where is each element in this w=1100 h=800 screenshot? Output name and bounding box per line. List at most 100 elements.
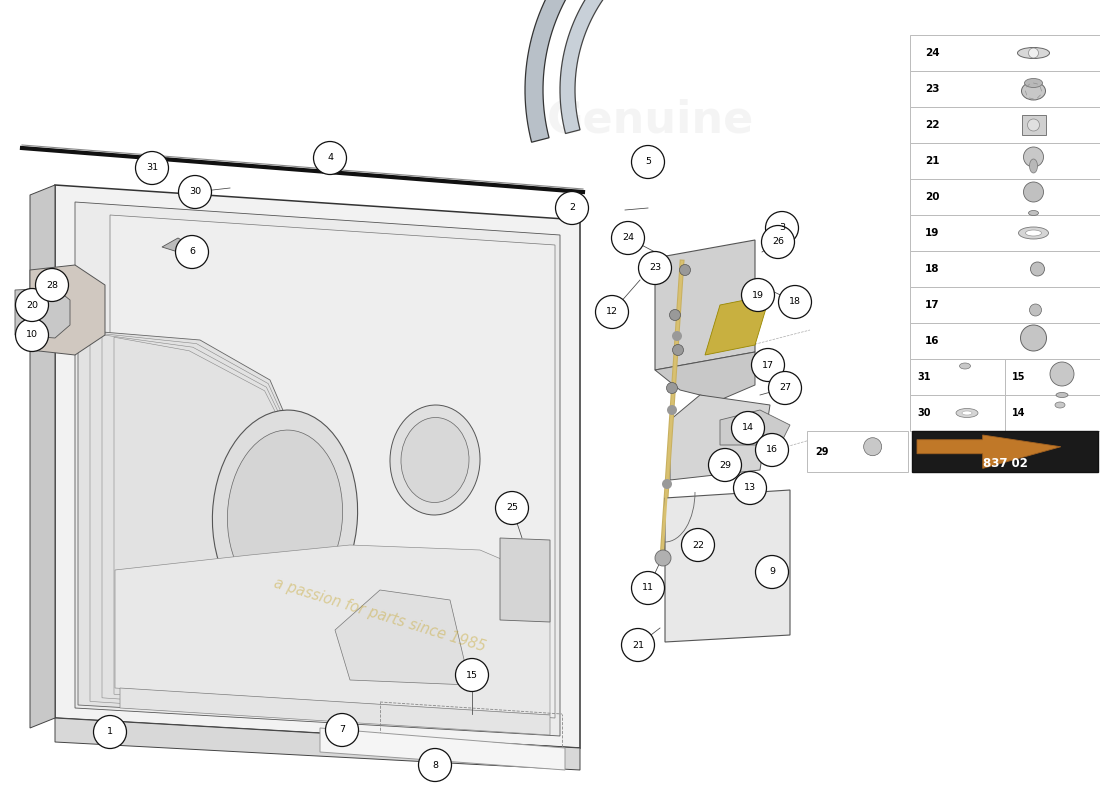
Polygon shape: [110, 215, 556, 718]
Text: 23: 23: [649, 263, 661, 273]
Text: 10: 10: [26, 330, 39, 339]
Text: 17: 17: [925, 300, 939, 310]
Bar: [910, 215, 1100, 251]
Polygon shape: [705, 295, 770, 355]
Polygon shape: [15, 288, 70, 338]
Polygon shape: [320, 728, 565, 770]
Circle shape: [672, 345, 683, 355]
Circle shape: [326, 714, 359, 746]
Circle shape: [1023, 147, 1044, 167]
Text: 19: 19: [925, 228, 939, 238]
Ellipse shape: [959, 363, 970, 369]
Bar: [910, 287, 1100, 323]
Text: 24: 24: [621, 234, 634, 242]
Circle shape: [15, 289, 48, 322]
Circle shape: [621, 629, 654, 662]
Circle shape: [15, 318, 48, 351]
Text: 11: 11: [642, 583, 654, 593]
Circle shape: [751, 349, 784, 382]
Circle shape: [94, 715, 126, 749]
Circle shape: [708, 449, 741, 482]
Polygon shape: [116, 545, 550, 715]
Text: 2: 2: [569, 203, 575, 213]
Circle shape: [761, 226, 794, 258]
Circle shape: [670, 310, 681, 321]
Circle shape: [556, 191, 588, 225]
Text: 15: 15: [1012, 372, 1025, 382]
Ellipse shape: [956, 409, 978, 418]
Text: 26: 26: [772, 238, 784, 246]
Circle shape: [779, 286, 812, 318]
Circle shape: [682, 529, 715, 562]
Text: 22: 22: [692, 541, 704, 550]
Ellipse shape: [390, 405, 480, 515]
Ellipse shape: [1056, 393, 1068, 398]
Polygon shape: [75, 202, 560, 736]
Bar: [912, 431, 1098, 472]
Circle shape: [1050, 362, 1074, 386]
Text: 20: 20: [925, 192, 939, 202]
Text: 21: 21: [925, 156, 939, 166]
Ellipse shape: [962, 411, 972, 415]
Bar: [1005, 395, 1100, 431]
Text: 25: 25: [506, 503, 518, 513]
Polygon shape: [670, 395, 770, 480]
Polygon shape: [336, 590, 470, 685]
Text: 14: 14: [742, 423, 754, 433]
Text: 31: 31: [146, 163, 158, 173]
Circle shape: [667, 382, 678, 394]
Polygon shape: [30, 265, 105, 355]
Circle shape: [769, 371, 802, 405]
Text: 30: 30: [917, 408, 931, 418]
Circle shape: [756, 434, 789, 466]
Circle shape: [654, 550, 671, 566]
Text: 21: 21: [632, 641, 644, 650]
Text: 13: 13: [744, 483, 756, 493]
Circle shape: [135, 151, 168, 185]
Text: 23: 23: [925, 84, 939, 94]
Ellipse shape: [1022, 82, 1045, 100]
Circle shape: [741, 278, 774, 311]
Circle shape: [418, 749, 451, 782]
Text: 24: 24: [925, 48, 939, 58]
Circle shape: [631, 571, 664, 605]
Circle shape: [1021, 325, 1046, 351]
Circle shape: [314, 142, 346, 174]
Text: 3: 3: [779, 223, 785, 233]
Text: 18: 18: [789, 298, 801, 306]
Text: 16: 16: [766, 446, 778, 454]
Text: 30: 30: [189, 187, 201, 197]
Text: 29: 29: [815, 446, 828, 457]
Text: 28: 28: [46, 281, 58, 290]
Text: 22: 22: [925, 120, 939, 130]
Text: 7: 7: [339, 726, 345, 734]
Circle shape: [864, 438, 881, 456]
Polygon shape: [654, 352, 755, 400]
Text: 29: 29: [719, 461, 732, 470]
Circle shape: [667, 405, 676, 415]
Polygon shape: [55, 718, 580, 770]
Polygon shape: [30, 185, 55, 728]
Text: 14: 14: [1012, 408, 1025, 418]
Circle shape: [680, 265, 691, 275]
Text: 1: 1: [107, 727, 113, 737]
Circle shape: [734, 471, 767, 505]
Bar: [910, 323, 1100, 359]
Polygon shape: [560, 0, 676, 134]
Text: 5: 5: [645, 158, 651, 166]
Bar: [1005, 359, 1100, 395]
Bar: [910, 359, 1005, 395]
Text: a passion for parts since 1985: a passion for parts since 1985: [273, 575, 487, 654]
Bar: [910, 143, 1100, 179]
Circle shape: [595, 295, 628, 329]
Ellipse shape: [212, 410, 358, 620]
Text: 19: 19: [752, 290, 764, 299]
Circle shape: [662, 479, 672, 489]
Text: Genuine: Genuine: [547, 98, 754, 142]
Polygon shape: [78, 330, 300, 715]
Circle shape: [1027, 119, 1040, 131]
Text: 15: 15: [466, 670, 478, 679]
Ellipse shape: [1025, 230, 1042, 236]
Ellipse shape: [402, 418, 469, 502]
Circle shape: [1023, 182, 1044, 202]
